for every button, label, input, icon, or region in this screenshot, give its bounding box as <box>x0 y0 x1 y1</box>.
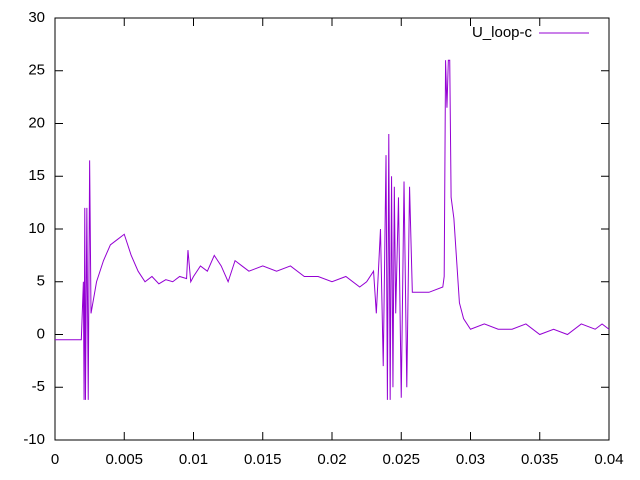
x-tick-label: 0.035 <box>521 451 559 468</box>
y-tick-label: -10 <box>23 431 45 448</box>
x-tick-label: 0.03 <box>456 451 485 468</box>
x-tick-label: 0.005 <box>105 451 143 468</box>
x-tick-label: 0.04 <box>594 451 623 468</box>
y-tick-label: 25 <box>28 62 45 79</box>
y-tick-label: 10 <box>28 220 45 237</box>
x-tick-label: 0.015 <box>244 451 282 468</box>
y-tick-label: 20 <box>28 114 45 131</box>
y-tick-label: 5 <box>37 273 45 290</box>
y-tick-label: 0 <box>37 325 45 342</box>
x-tick-label: 0 <box>51 451 59 468</box>
y-tick-label: 30 <box>28 9 45 26</box>
x-tick-label: 0.025 <box>382 451 420 468</box>
series-line <box>55 59 610 400</box>
y-tick-label: -5 <box>32 378 45 395</box>
x-tick-label: 0.01 <box>179 451 208 468</box>
legend-label: U_loop-c <box>472 24 533 41</box>
plot-border <box>54 17 610 441</box>
y-tick-label: 15 <box>28 167 45 184</box>
x-tick-label: 0.02 <box>317 451 346 468</box>
